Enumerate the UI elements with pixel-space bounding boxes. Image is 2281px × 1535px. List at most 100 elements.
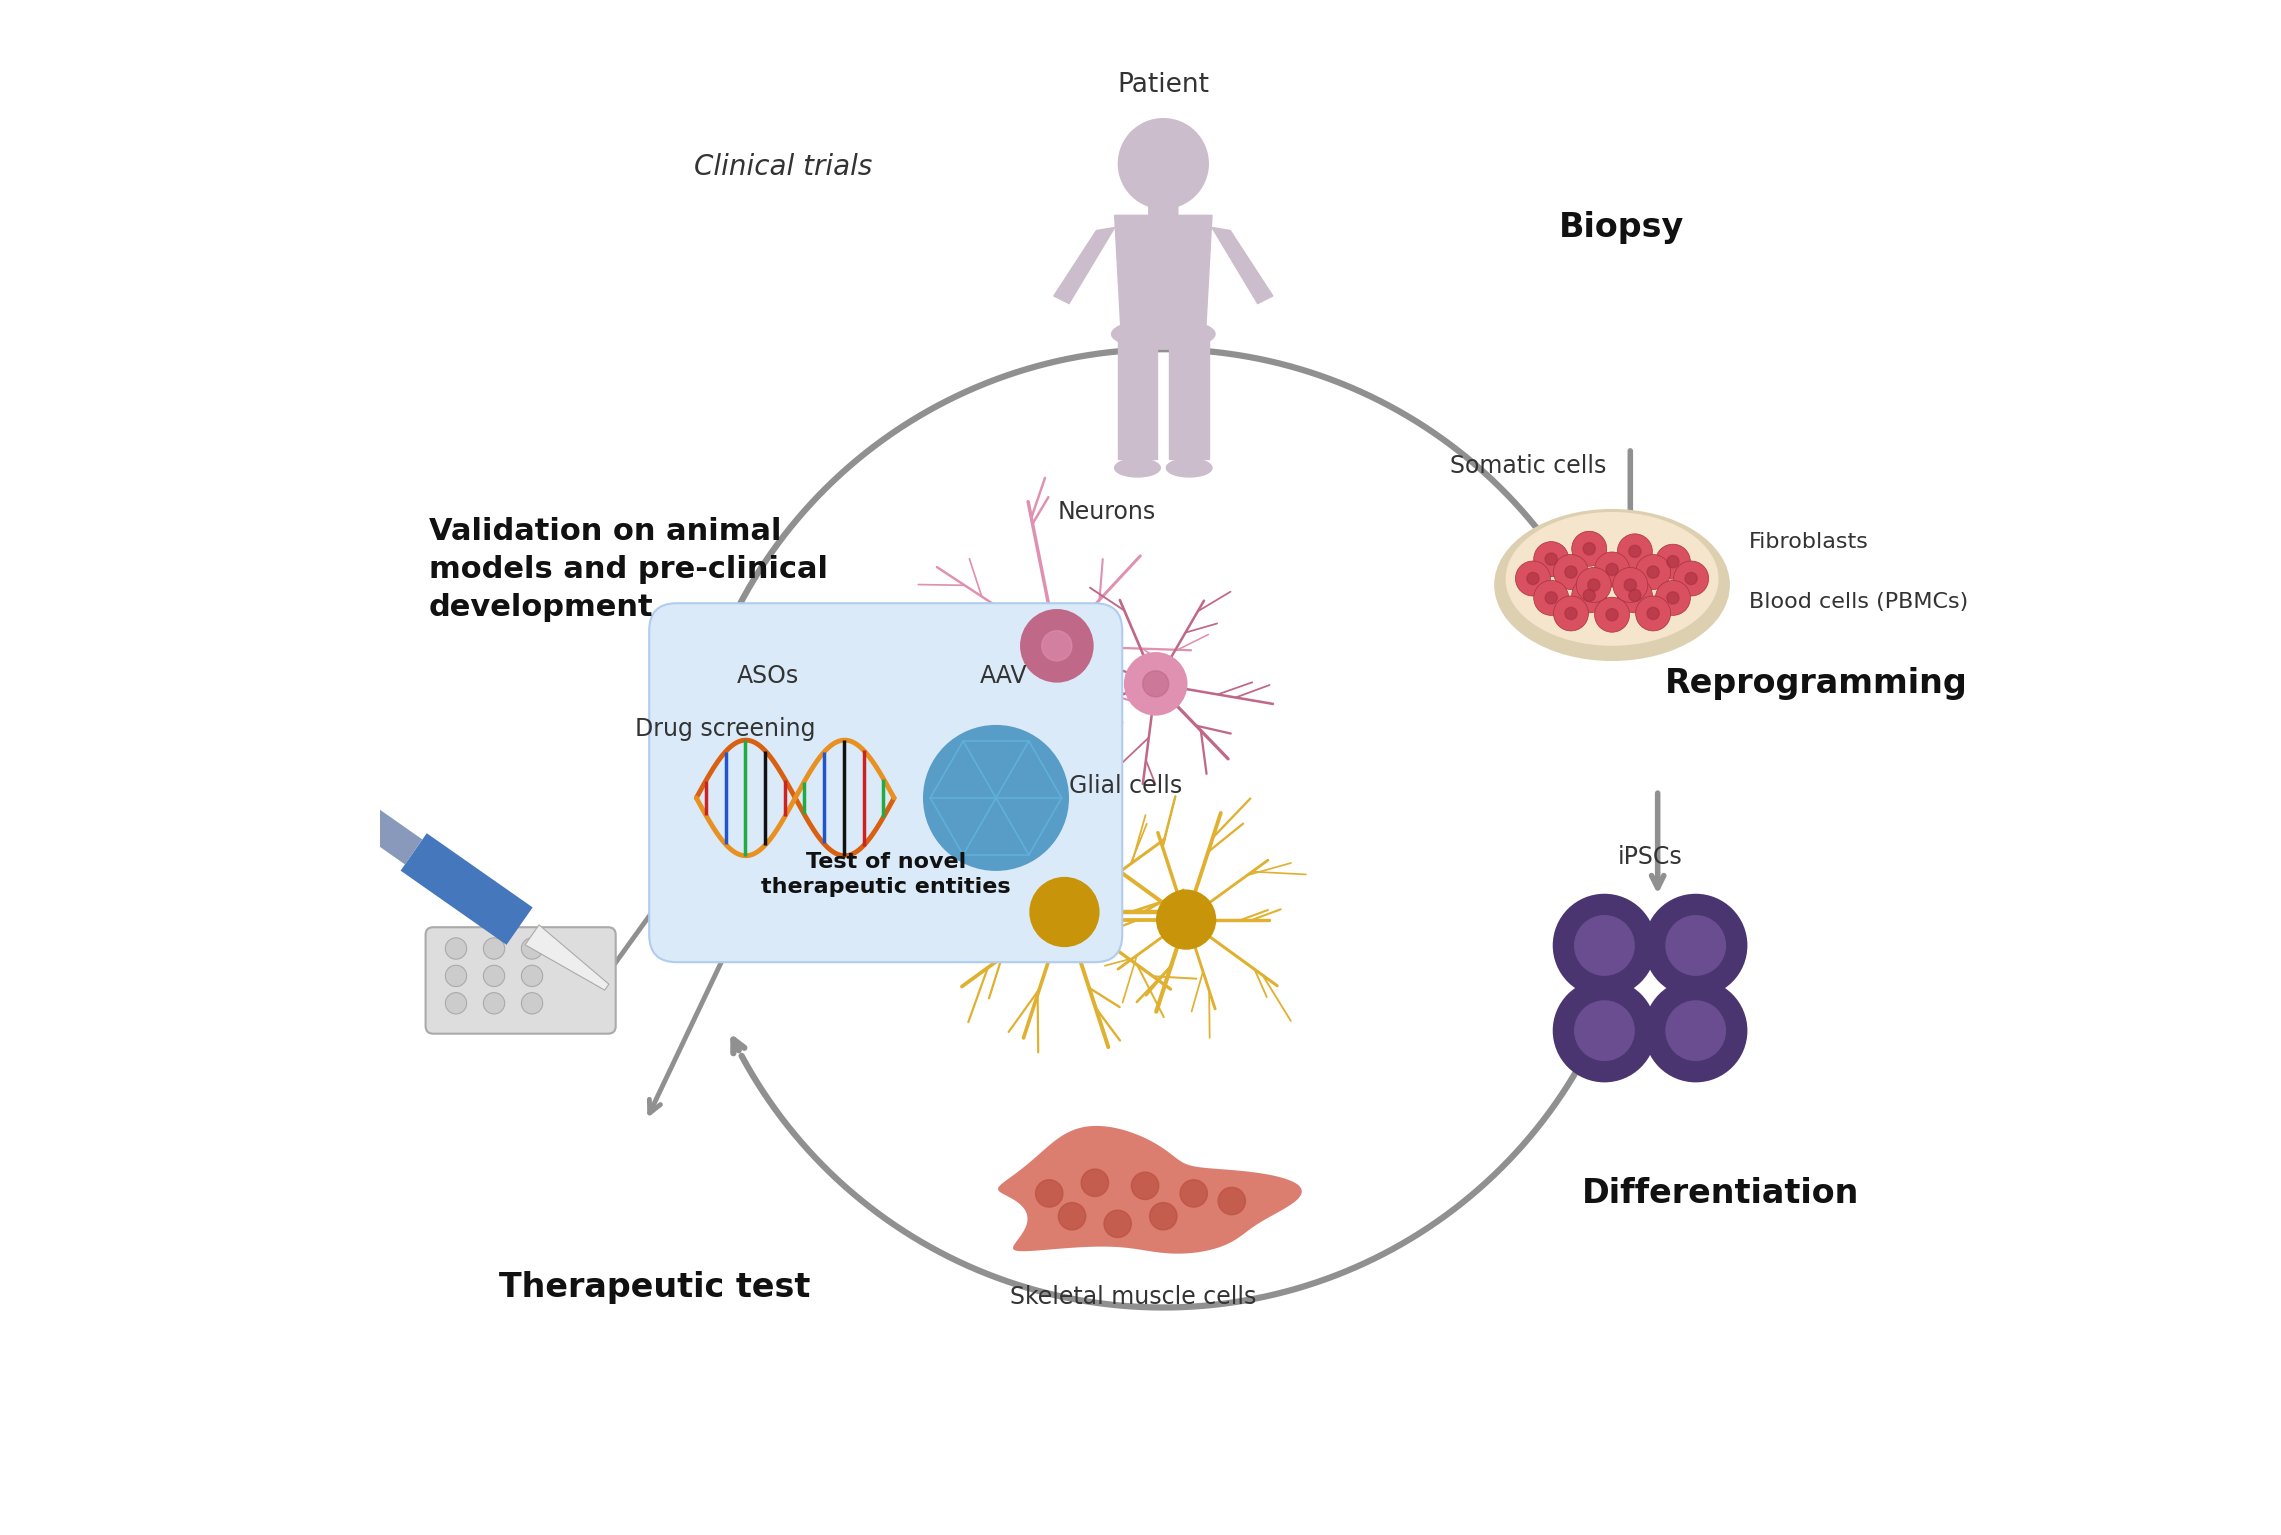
Circle shape [1594,597,1629,632]
Circle shape [1118,118,1209,209]
Circle shape [1656,580,1690,616]
Text: Neurons: Neurons [1058,500,1156,523]
Circle shape [1533,542,1569,577]
Circle shape [1020,609,1093,683]
Circle shape [1572,577,1606,612]
Circle shape [1218,1188,1245,1214]
Circle shape [1629,589,1640,602]
Text: Skeletal muscle cells: Skeletal muscle cells [1010,1285,1257,1309]
Circle shape [1667,593,1679,603]
Polygon shape [525,926,609,990]
Circle shape [1635,554,1670,589]
Circle shape [1572,531,1606,566]
Circle shape [1667,556,1679,568]
Circle shape [445,938,468,959]
Circle shape [1565,608,1576,620]
Circle shape [1656,545,1690,579]
Circle shape [522,993,543,1015]
Polygon shape [1054,227,1115,304]
Circle shape [1565,566,1576,579]
Text: Therapeutic test: Therapeutic test [500,1271,810,1305]
Ellipse shape [1505,513,1718,646]
Circle shape [1588,579,1599,591]
Text: Glial cells: Glial cells [1070,774,1182,798]
Text: Fibroblasts: Fibroblasts [1750,531,1868,551]
Circle shape [484,966,504,987]
Circle shape [1647,608,1658,620]
Circle shape [484,938,504,959]
Circle shape [1665,1001,1727,1061]
Circle shape [1533,580,1569,616]
Circle shape [1058,1202,1086,1230]
Ellipse shape [1166,459,1211,477]
Circle shape [1553,554,1588,589]
Text: Reprogramming: Reprogramming [1665,668,1969,700]
Text: Biopsy: Biopsy [1558,210,1683,244]
Circle shape [1029,876,1099,947]
Circle shape [1515,560,1551,596]
Circle shape [1613,568,1647,602]
Circle shape [1617,534,1651,569]
Circle shape [1553,596,1588,631]
Circle shape [484,993,504,1015]
Polygon shape [999,1125,1302,1254]
Circle shape [1617,577,1651,612]
Circle shape [1526,573,1540,585]
Circle shape [1665,915,1727,976]
Circle shape [522,938,543,959]
Circle shape [1553,979,1656,1082]
Circle shape [1574,1001,1635,1061]
Circle shape [1583,543,1594,554]
Circle shape [1574,915,1635,976]
Polygon shape [342,795,422,864]
Circle shape [1042,631,1072,662]
Circle shape [1606,563,1617,576]
Circle shape [1150,1202,1177,1230]
Circle shape [1131,1173,1159,1199]
Circle shape [1049,896,1081,929]
Circle shape [522,966,543,987]
Ellipse shape [1494,510,1729,662]
Circle shape [1544,553,1558,565]
Polygon shape [1115,215,1211,327]
Circle shape [1674,560,1708,596]
Circle shape [1156,889,1216,950]
Circle shape [1647,566,1658,579]
Circle shape [1629,545,1640,557]
Polygon shape [1211,227,1273,304]
Circle shape [445,993,468,1015]
Text: Differentiation: Differentiation [1581,1177,1859,1210]
Circle shape [445,966,468,987]
Circle shape [1606,608,1617,620]
Circle shape [1645,979,1747,1082]
Circle shape [1544,593,1558,603]
FancyBboxPatch shape [650,603,1122,962]
Circle shape [924,725,1070,870]
Polygon shape [401,834,534,944]
Text: Drug screening: Drug screening [636,717,817,741]
Circle shape [1576,568,1610,602]
Text: Validation on animal
models and pre-clinical
development: Validation on animal models and pre-clin… [429,517,828,623]
Circle shape [1179,1180,1207,1207]
Circle shape [1583,589,1594,602]
Circle shape [1553,893,1656,998]
Circle shape [1172,906,1200,933]
Text: AAV: AAV [981,665,1026,688]
Text: ASOs: ASOs [737,665,798,688]
Text: Blood cells (PBMCs): Blood cells (PBMCs) [1750,593,1969,612]
Polygon shape [1170,332,1209,459]
Ellipse shape [1115,459,1161,477]
Circle shape [1624,579,1635,591]
Circle shape [1686,573,1697,585]
Polygon shape [1118,332,1156,459]
Circle shape [1036,1180,1063,1207]
Circle shape [328,787,370,826]
Text: Somatic cells: Somatic cells [1451,454,1606,479]
Circle shape [1104,1210,1131,1237]
Circle shape [1081,1170,1109,1196]
FancyBboxPatch shape [427,927,616,1033]
Circle shape [1125,652,1188,715]
Ellipse shape [1111,319,1216,348]
Circle shape [1635,596,1670,631]
Text: Clinical trials: Clinical trials [693,152,871,181]
